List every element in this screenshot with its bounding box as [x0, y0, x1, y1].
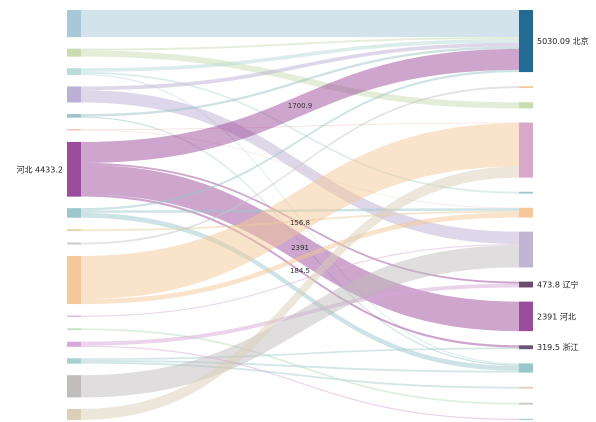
node [67, 141, 81, 197]
link [81, 46, 519, 117]
node [519, 102, 533, 109]
node [519, 418, 533, 420]
node-label-value: 473.8 [537, 280, 560, 289]
node [519, 301, 533, 332]
link [81, 50, 519, 109]
node [67, 208, 81, 218]
node [67, 68, 81, 75]
link [81, 164, 519, 332]
node [67, 315, 81, 317]
link [81, 39, 519, 72]
node [519, 281, 533, 288]
node-label-value: 4433.2 [35, 165, 63, 174]
node [67, 408, 81, 420]
link [81, 359, 519, 373]
link [81, 123, 519, 300]
node [67, 242, 81, 245]
link [81, 71, 519, 194]
node [67, 129, 81, 131]
node-label-value: 2391 [537, 312, 557, 321]
node [67, 229, 81, 232]
link [81, 69, 519, 211]
node [67, 358, 81, 364]
node [67, 48, 81, 57]
node-label: 2391 河北 [537, 311, 576, 321]
node [67, 375, 81, 398]
link [81, 212, 519, 305]
node [67, 341, 81, 347]
node-label-name: 浙江 [562, 342, 578, 352]
node-label-name: 河北 [560, 311, 576, 321]
node [519, 345, 533, 350]
link [81, 90, 519, 245]
node [519, 191, 533, 194]
node-label-value: 319.5 [537, 343, 560, 352]
link [81, 10, 519, 38]
link [81, 347, 519, 360]
node-label: 473.8 辽宁 [537, 279, 578, 289]
node [519, 386, 533, 389]
node [519, 402, 533, 405]
link [81, 345, 519, 420]
link [81, 245, 519, 398]
node [519, 122, 533, 178]
node-label-name: 辽宁 [562, 279, 578, 289]
node-label-value: 5030.09 [537, 37, 570, 46]
node-label: 河北 4433.2 [16, 164, 63, 174]
node [519, 207, 533, 218]
node [67, 86, 81, 103]
link [81, 122, 519, 130]
link [81, 86, 519, 245]
node-label: 319.5 浙江 [537, 342, 578, 352]
link [81, 48, 519, 163]
link-label: 184.5 [290, 267, 310, 275]
link [81, 42, 519, 91]
node [67, 10, 81, 38]
link [81, 361, 519, 389]
links [81, 10, 519, 420]
node [519, 363, 533, 373]
node [67, 255, 81, 305]
node [519, 231, 533, 268]
link [81, 166, 519, 420]
link [81, 37, 519, 51]
link-label: 1700.9 [288, 102, 313, 110]
node [67, 328, 81, 331]
node [519, 86, 533, 89]
link [81, 194, 519, 348]
node-label-name: 北京 [573, 36, 589, 46]
link [81, 244, 519, 317]
link [81, 129, 519, 209]
link-label: 2391 [291, 244, 309, 252]
node [519, 10, 533, 73]
node [67, 113, 81, 118]
link-label: 156.8 [290, 219, 310, 227]
node-label: 5030.09 北京 [537, 36, 589, 46]
node-label-name: 河北 [16, 164, 32, 174]
